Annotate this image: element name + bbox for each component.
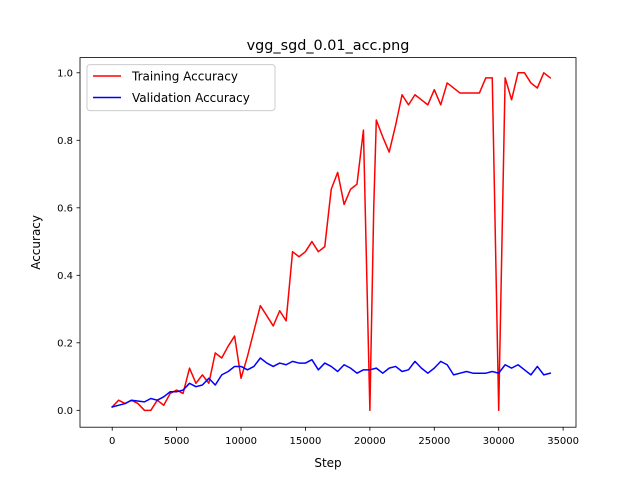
chart-title: vgg_sgd_0.01_acc.png (247, 38, 410, 54)
y-tick-label: 0.4 (57, 271, 73, 282)
legend-box (86, 64, 276, 112)
x-tick-label: 20000 (354, 436, 386, 447)
ticks-layer: 0 5000 10000 15000 20000 25000 30000 35000 0.0 0.… (57, 68, 579, 447)
plot-frame (79, 57, 577, 428)
x-tick-label: 0 (109, 436, 115, 447)
x-tick-label: 15000 (290, 436, 322, 447)
legend: Training Accuracy Validation Accuracy (86, 64, 276, 112)
y-tick-label: 0.0 (57, 406, 73, 417)
y-tick-label: 0.8 (57, 136, 73, 147)
x-tick-label: 35000 (547, 436, 579, 447)
y-tick-label: 0.6 (57, 203, 73, 214)
x-tick-label: 10000 (225, 436, 257, 447)
y-axis-label: Accuracy (29, 215, 43, 270)
x-tick-label: 25000 (418, 436, 450, 447)
x-axis-label: Step (314, 456, 341, 470)
series-layer (111, 72, 552, 412)
x-tick-label: 5000 (164, 436, 189, 447)
legend-label: Validation Accuracy (132, 91, 250, 105)
legend-label: Training Accuracy (131, 69, 238, 83)
y-tick-label: 0.2 (57, 338, 73, 349)
x-tick-label: 30000 (483, 436, 515, 447)
series-line-validation (111, 357, 552, 408)
y-tick-label: 1.0 (57, 68, 73, 79)
